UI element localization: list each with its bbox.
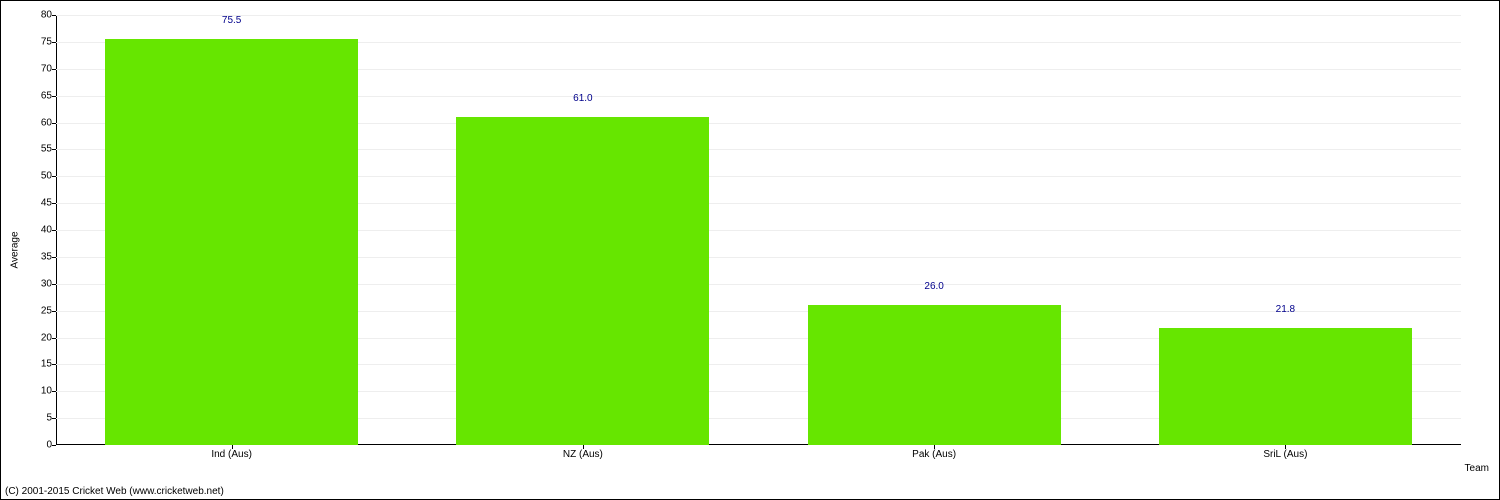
bar <box>1159 328 1412 445</box>
bar <box>808 305 1061 445</box>
x-category-label: SriL (Aus) <box>1263 445 1307 460</box>
y-tick-label: 80 <box>41 10 56 21</box>
y-tick-label: 70 <box>41 63 56 74</box>
bar-value-label: 61.0 <box>573 93 592 104</box>
bar <box>456 117 709 445</box>
y-tick-label: 55 <box>41 144 56 155</box>
y-tick-label: 10 <box>41 386 56 397</box>
chart-frame: Average Team 051015202530354045505560657… <box>0 0 1500 500</box>
bar-value-label: 75.5 <box>222 15 241 26</box>
y-axis-title: Average <box>10 231 21 268</box>
y-tick-label: 65 <box>41 90 56 101</box>
x-category-label: NZ (Aus) <box>563 445 603 460</box>
x-category-label: Ind (Aus) <box>211 445 252 460</box>
bar-value-label: 21.8 <box>1276 304 1295 315</box>
y-tick-label: 20 <box>41 332 56 343</box>
bar-value-label: 26.0 <box>924 281 943 292</box>
y-tick-label: 30 <box>41 278 56 289</box>
y-tick-label: 50 <box>41 171 56 182</box>
x-axis-title: Team <box>1465 463 1489 474</box>
bar <box>105 39 358 445</box>
plot-area: 0510152025303540455055606570758075.5Ind … <box>56 15 1461 445</box>
copyright-text: (C) 2001-2015 Cricket Web (www.cricketwe… <box>5 486 224 497</box>
y-tick-label: 40 <box>41 225 56 236</box>
gridline <box>56 15 1461 16</box>
y-tick-label: 45 <box>41 198 56 209</box>
x-category-label: Pak (Aus) <box>912 445 956 460</box>
y-tick-label: 60 <box>41 117 56 128</box>
y-tick-label: 25 <box>41 305 56 316</box>
y-tick-label: 75 <box>41 36 56 47</box>
y-tick-label: 15 <box>41 359 56 370</box>
y-tick-label: 5 <box>46 413 56 424</box>
y-tick-label: 35 <box>41 251 56 262</box>
y-tick-label: 0 <box>46 440 56 451</box>
